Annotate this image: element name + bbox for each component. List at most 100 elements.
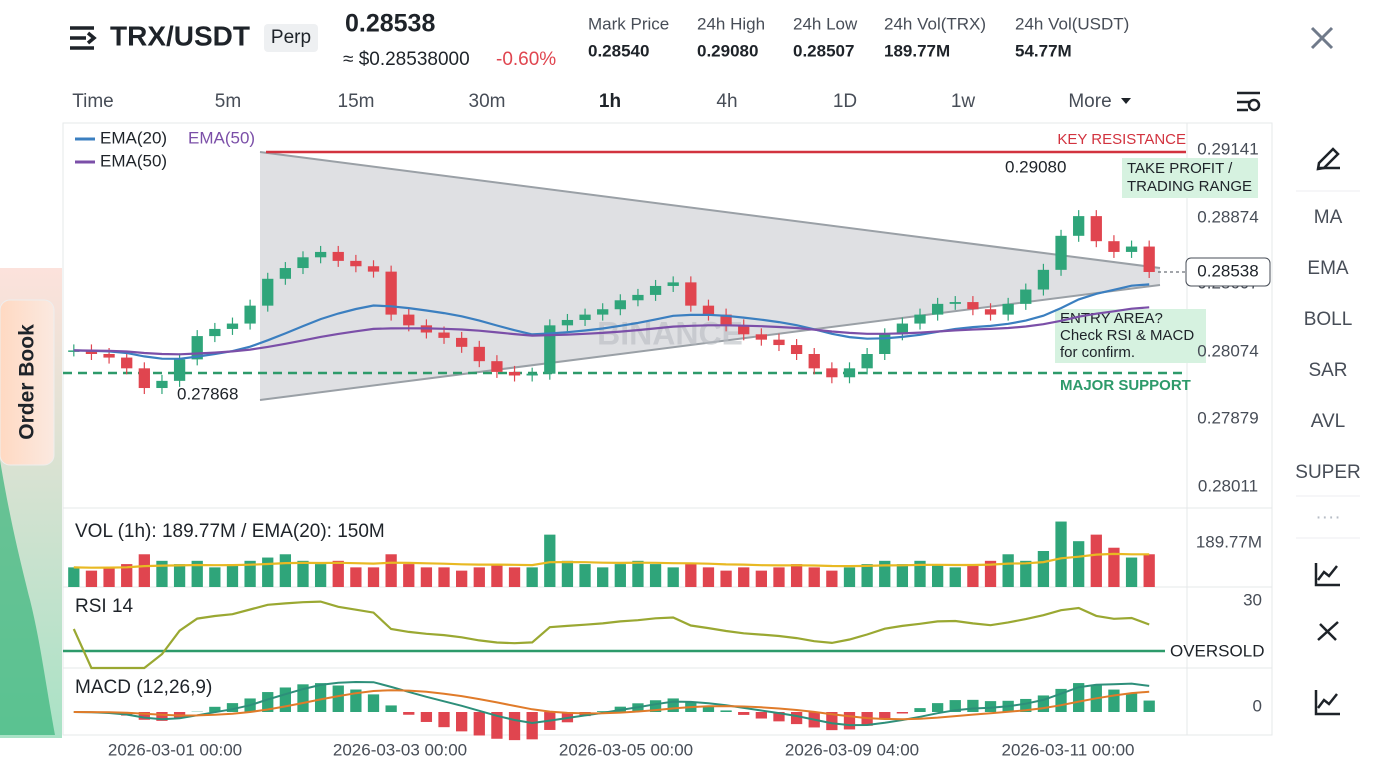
candle — [790, 345, 803, 354]
indicator[interactable]: SAR — [1308, 360, 1347, 381]
candle — [156, 380, 168, 389]
volume-bar — [526, 567, 538, 587]
candle — [808, 354, 820, 369]
indicator[interactable]: EMA — [1307, 258, 1349, 279]
candle — [85, 350, 98, 354]
candle — [544, 325, 556, 374]
candle — [632, 294, 644, 301]
entry-label: for confirm. — [1060, 344, 1135, 361]
price-label: 0.28074 — [1197, 341, 1258, 360]
volume-bar — [720, 570, 732, 587]
volume-bar — [244, 560, 256, 587]
candle — [967, 302, 979, 310]
volume-bar — [173, 564, 186, 587]
indicator[interactable]: SUPER — [1295, 462, 1360, 483]
volume-bar — [879, 560, 891, 587]
candle — [685, 282, 697, 306]
macd-hist — [156, 712, 168, 721]
macd-hist — [138, 712, 150, 720]
last-price-tag: 0.28538 — [1197, 261, 1258, 280]
candle — [597, 309, 609, 315]
volume-bar — [544, 534, 556, 587]
ema50-tag: EMA(50) — [188, 128, 255, 147]
volume-bar — [755, 570, 767, 587]
macd-hist — [526, 712, 538, 740]
interval[interactable]: 4h — [716, 91, 737, 112]
volume-bar — [632, 560, 644, 587]
candle — [879, 334, 891, 354]
indicator[interactable]: MA — [1314, 207, 1343, 228]
volume-bar — [156, 560, 168, 587]
oversold-label: OVERSOLD — [1170, 641, 1264, 660]
macd-hist — [297, 684, 309, 712]
interval[interactable]: 1h — [599, 91, 621, 112]
interval[interactable]: 1D — [833, 91, 857, 112]
wedge — [260, 152, 1160, 400]
candle — [649, 285, 662, 295]
macd-hist — [790, 712, 803, 725]
draw-icon[interactable] — [1316, 147, 1340, 171]
candle — [1125, 246, 1138, 252]
macd-hist — [914, 708, 926, 712]
macd-hist — [649, 700, 662, 712]
candle — [720, 314, 732, 326]
candle — [526, 373, 538, 376]
rsi-axis: 30 — [1243, 590, 1262, 609]
tp-box — [1122, 158, 1258, 198]
volume-bar — [967, 564, 979, 587]
interval[interactable]: 5m — [215, 91, 241, 112]
volume-bar — [597, 567, 609, 587]
candle — [702, 305, 715, 315]
volume-bar — [1002, 554, 1014, 587]
macd-hist — [456, 712, 468, 732]
macd-hist — [843, 712, 856, 730]
volume-bar — [385, 554, 397, 587]
indicator[interactable]: AVL — [1311, 411, 1346, 432]
candle — [1037, 269, 1050, 290]
order-book-tab[interactable] — [0, 299, 55, 466]
close-icon[interactable] — [1310, 26, 1334, 50]
signal-line — [73, 689, 1150, 721]
chart-tool[interactable] — [1317, 621, 1339, 641]
more-caret[interactable] — [1121, 98, 1131, 104]
candle — [173, 359, 186, 381]
order-book-label[interactable]: Order Book — [16, 324, 39, 440]
stat-label: 24h High — [697, 14, 765, 33]
tp-label: TRADING RANGE — [1127, 178, 1252, 195]
rsi-line — [72, 600, 1150, 670]
volume-bar — [1055, 521, 1067, 587]
volume-bar — [191, 560, 203, 587]
volume-bar — [1125, 557, 1138, 587]
chart-tool[interactable] — [1314, 690, 1340, 716]
entry-label: Check RSI & MACD — [1060, 327, 1194, 344]
candle — [473, 346, 485, 362]
interval[interactable]: More — [1068, 91, 1111, 112]
macd-hist — [1125, 693, 1138, 712]
candle — [579, 314, 591, 320]
stat-value: 0.28507 — [793, 41, 854, 60]
volume-bar — [1108, 547, 1120, 587]
settings-icon[interactable] — [1237, 91, 1261, 112]
interval[interactable]: 15m — [338, 91, 375, 112]
volume-bar — [685, 564, 697, 587]
perp-badge — [264, 24, 318, 52]
indicator[interactable]: BOLL — [1304, 309, 1353, 330]
macd-hist — [896, 712, 909, 714]
stat-value: 189.77M — [884, 41, 950, 60]
high-label: 0.29080 — [1005, 157, 1066, 176]
interval[interactable]: 1w — [951, 91, 976, 112]
chart-tool[interactable] — [1314, 563, 1340, 587]
macd-hist — [1073, 683, 1085, 712]
macd-hist — [720, 710, 732, 712]
symbol[interactable]: TRX/USDT — [110, 20, 250, 51]
menu-icon[interactable] — [70, 26, 97, 50]
volume-bar — [508, 567, 521, 587]
interval[interactable]: Time — [72, 91, 114, 112]
interval[interactable]: 30m — [469, 91, 506, 112]
macd-hist — [420, 712, 433, 722]
candle — [385, 271, 397, 315]
candle — [456, 337, 468, 347]
legend-label[interactable]: EMA(50) — [100, 151, 167, 170]
volume-bar — [367, 567, 380, 587]
legend-label[interactable]: EMA(20) — [100, 128, 167, 147]
